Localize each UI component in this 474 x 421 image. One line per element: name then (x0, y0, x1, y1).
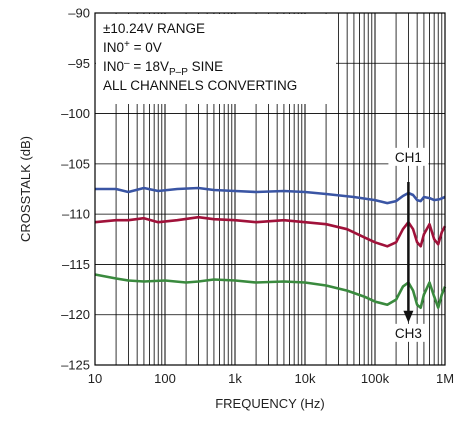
x-axis-title: FREQUENCY (Hz) (215, 396, 325, 411)
y-tick-label: –120 (61, 307, 90, 322)
annotation-line: ALL CHANNELS CONVERTING (103, 78, 297, 93)
x-tick-label: 100 (154, 371, 176, 386)
series-line-1 (95, 186, 446, 205)
arrow-head (403, 310, 414, 323)
ch1-label-bg (388, 147, 429, 166)
x-tick-label: 1k (228, 371, 242, 386)
annotation-line: IN0– = 18VP–P SINE (103, 58, 223, 78)
channel-arrow: CH1 CH3 (388, 147, 429, 342)
annotation-text: ±10.24V RANGE IN0+ = 0V IN0– = 18VP–P SINE… (103, 21, 297, 93)
annotation-box (96, 14, 336, 104)
x-tick-label: 100k (361, 371, 390, 386)
annotation-line: IN0+ = 0V (103, 39, 162, 55)
ch3-label-bg (388, 323, 429, 342)
series-line-2 (94, 215, 447, 248)
y-tick-label: –115 (62, 257, 90, 272)
tick-labels: 10 100 1k 10k 100k 1M –125 –120 –115 –110 –105 –100… (61, 6, 454, 387)
ch1-label: CH1 (395, 150, 422, 165)
annotation-line: ±10.24V RANGE (103, 21, 205, 36)
series-layer (94, 186, 447, 309)
y-tick-label: –125 (61, 358, 90, 373)
x-tick-label: 10 (88, 371, 102, 386)
y-tick-label: –105 (61, 156, 90, 171)
x-tick-label: 1M (436, 371, 454, 386)
plot-frame (94, 12, 446, 366)
y-tick-label: –110 (62, 207, 90, 222)
ch3-label: CH3 (395, 326, 422, 341)
series-line-3 (94, 273, 447, 309)
x-tick-label: 10k (295, 371, 316, 386)
y-axis-title: CROSSTALK (dB) (18, 136, 33, 242)
y-tick-label: –100 (61, 106, 90, 121)
y-tick-label: –95 (68, 56, 90, 71)
y-tick-label: –90 (68, 6, 90, 21)
